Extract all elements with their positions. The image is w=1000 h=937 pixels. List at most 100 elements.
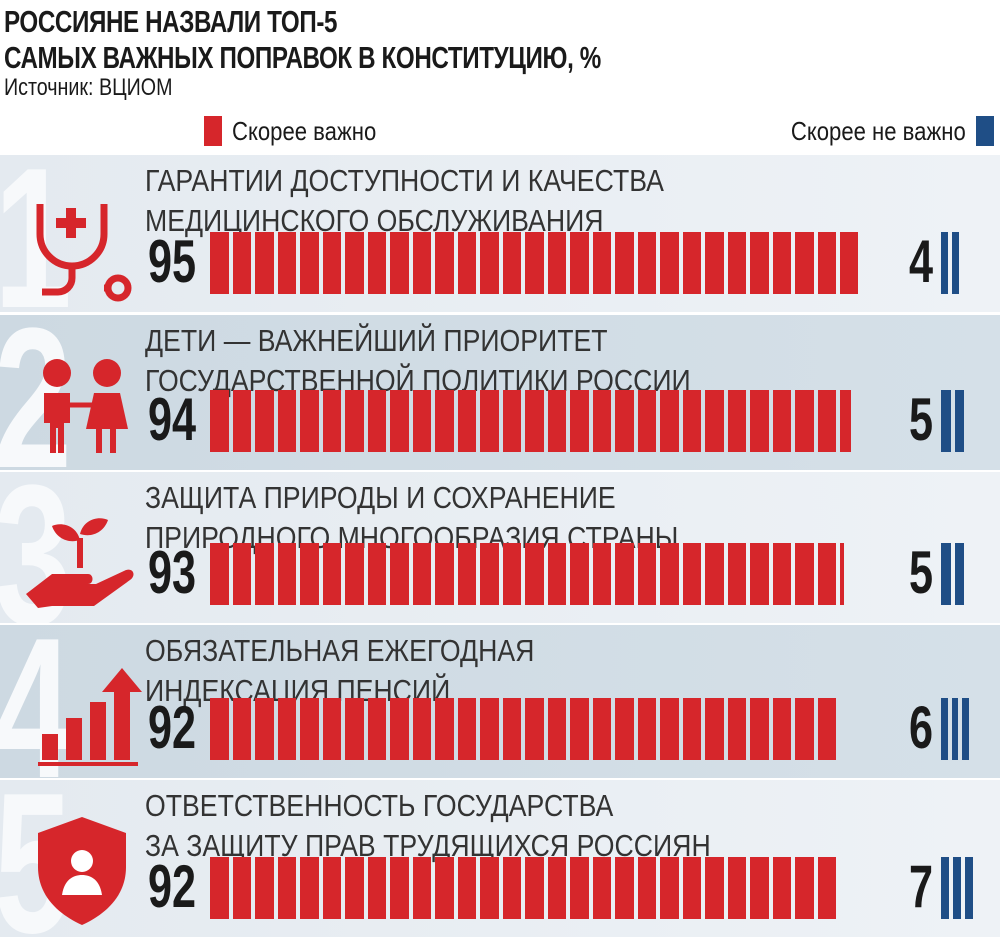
bar-segment (570, 390, 589, 452)
bar-segment (547, 390, 566, 452)
not-important-bar (941, 390, 964, 452)
bar-segment (435, 232, 454, 294)
bar-segment (547, 232, 566, 294)
not-important-value-label: 4 (908, 228, 933, 295)
bar-segment (457, 390, 476, 452)
bar-segment (390, 857, 409, 919)
not-important-value-label: 5 (908, 386, 933, 453)
category-label: ГАРАНТИИ ДОСТУПНОСТИ И КАЧЕСТВА МЕДИЦИНС… (145, 163, 664, 238)
bar-segment (300, 857, 319, 919)
children-icon (43, 358, 128, 453)
chart-row: 1 ГАРАНТИИ ДОСТУПНОСТИ И КАЧЕСТВА МЕДИЦИ… (0, 155, 1000, 312)
bar-segment (570, 857, 589, 919)
bar-segment (457, 698, 476, 760)
bar-segment (772, 857, 791, 919)
bar-segment (727, 232, 746, 294)
rank-number: 1 (0, 155, 72, 312)
bar-segment (705, 232, 724, 294)
important-bar (210, 857, 836, 919)
bar-segment (525, 390, 544, 452)
bar-segment (480, 232, 499, 294)
bar-segment (817, 543, 836, 605)
bar-segment (322, 698, 341, 760)
bar-segment (322, 857, 341, 919)
bar-segment (390, 390, 409, 452)
bar-segment (727, 390, 746, 452)
bar-segment (322, 232, 341, 294)
bar-segment (795, 857, 814, 919)
bar-segment (570, 232, 589, 294)
bar-segment (502, 698, 521, 760)
bar-segment (277, 698, 296, 760)
bar-segment (682, 698, 701, 760)
bar-segment (210, 390, 229, 452)
bar-segment (592, 698, 611, 760)
bar-segment (232, 390, 251, 452)
bar-segment (795, 232, 814, 294)
bar-segment (962, 698, 969, 760)
bar-segment (637, 232, 656, 294)
bar-segment (750, 698, 769, 760)
bar-segment (367, 543, 386, 605)
chart-row: 2 ДЕТИ — ВАЖНЕЙШИЙ ПРИОРИТЕТ ГОСУДАРСТВЕ… (0, 315, 1000, 470)
bar-segment (954, 543, 964, 605)
bar-segment (412, 543, 431, 605)
bar-segment (941, 857, 950, 919)
bar-segment (727, 698, 746, 760)
bar-segment (457, 543, 476, 605)
bar-segment (502, 857, 521, 919)
bar-segment (547, 857, 566, 919)
bar-segment (817, 698, 836, 760)
bar-segment (615, 232, 634, 294)
important-value-label: 92 (148, 694, 197, 761)
bar-segment (412, 390, 431, 452)
bar-segment (345, 857, 364, 919)
bar-segment (840, 543, 845, 605)
bar-segment (817, 232, 836, 294)
bar-segment (300, 698, 319, 760)
bar-segment (750, 232, 769, 294)
plant-in-hand-icon (26, 517, 134, 608)
bar-segment (277, 857, 296, 919)
bar-segment (637, 543, 656, 605)
bar-segment (367, 390, 386, 452)
bar-segment (232, 232, 251, 294)
category-label: ОТВЕТСТВЕННОСТЬ ГОСУДАРСТВА ЗА ЗАЩИТУ ПР… (145, 788, 711, 863)
bar-segment (232, 857, 251, 919)
not-important-bar (941, 698, 969, 760)
bar-segment (525, 857, 544, 919)
not-important-bar (941, 232, 960, 294)
bar-segment (840, 232, 858, 294)
bar-segment (941, 698, 948, 760)
legend-important: Скорее важно (204, 114, 402, 148)
bar-segment (457, 857, 476, 919)
bar-segment (525, 543, 544, 605)
bar-segment (941, 390, 951, 452)
chart-title: РОССИЯНЕ НАЗВАЛИ ТОП-5 САМЫХ ВАЖНЫХ ПОПРА… (4, 4, 601, 75)
bar-segment (435, 543, 454, 605)
bar-segment (255, 390, 274, 452)
important-bar (210, 698, 836, 760)
bar-segment (727, 543, 746, 605)
bar-segment (660, 390, 679, 452)
bar-segment (772, 232, 791, 294)
bar-segment (840, 390, 852, 452)
bar-segment (682, 232, 701, 294)
bar-segment (525, 232, 544, 294)
bar-segment (952, 232, 960, 294)
bar-segment (795, 543, 814, 605)
bar-segment (660, 232, 679, 294)
not-important-bar (941, 543, 964, 605)
bar-segment (795, 390, 814, 452)
bar-segment (637, 698, 656, 760)
bar-segment (232, 543, 251, 605)
bar-segment (210, 232, 229, 294)
bar-segment (412, 232, 431, 294)
not-important-bar (941, 857, 974, 919)
bar-segment (525, 698, 544, 760)
bar-segment (682, 390, 701, 452)
bar-segment (637, 857, 656, 919)
bar-segment (277, 390, 296, 452)
bar-segment (435, 390, 454, 452)
category-label: ОБЯЗАТЕЛЬНАЯ ЕЖЕГОДНАЯ ИНДЕКСАЦИЯ ПЕНСИЙ (145, 633, 535, 708)
